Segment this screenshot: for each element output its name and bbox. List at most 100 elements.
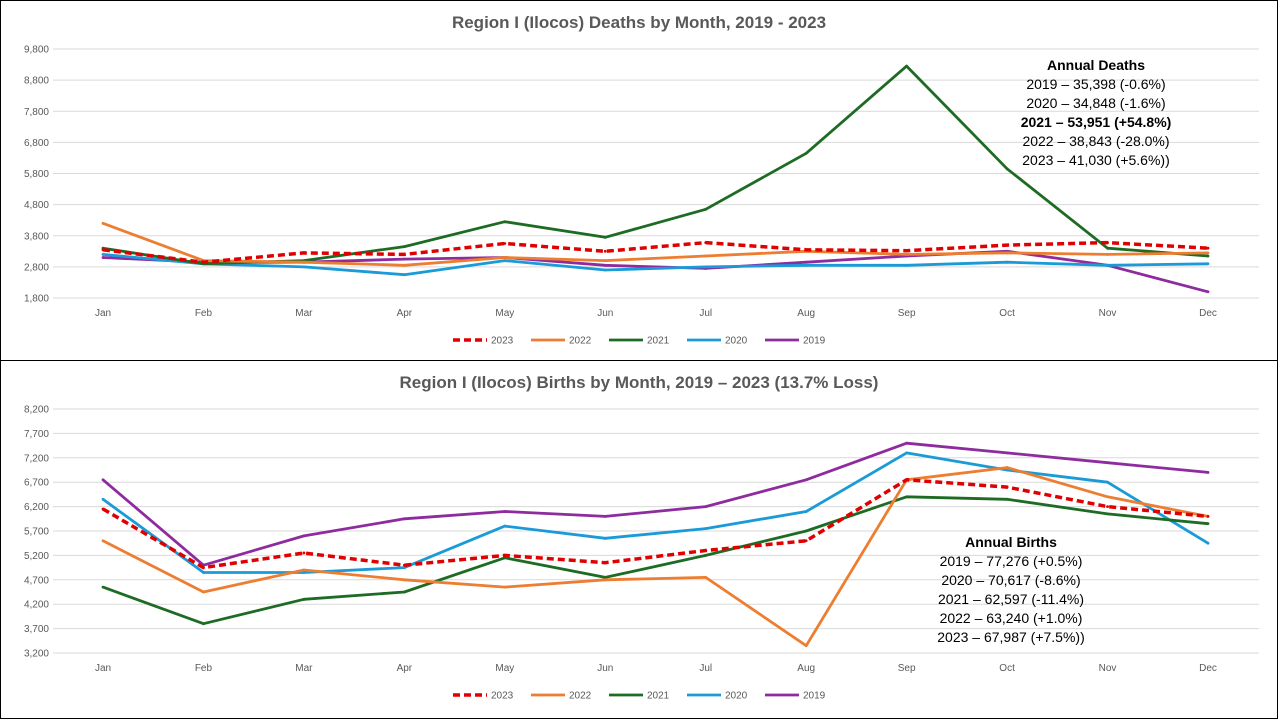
x-tick-label: Dec xyxy=(1199,663,1217,674)
x-tick-label: Dec xyxy=(1199,308,1217,319)
data-point xyxy=(402,590,406,594)
data-point xyxy=(1206,251,1210,255)
data-point xyxy=(1106,505,1109,508)
deaths-chart-plot: 1,800 2,800 3,800 4,800 5,800 6,800 7,800 8,800… xyxy=(24,45,1259,347)
annotation-line: 2020 – 70,617 (-8.6%) xyxy=(941,572,1081,588)
y-tick-label: 4,700 xyxy=(24,575,49,586)
legend-item-2023: 2023 xyxy=(453,691,514,702)
data-point xyxy=(704,575,708,579)
data-point xyxy=(202,566,205,569)
data-point xyxy=(503,510,507,513)
data-point xyxy=(905,64,909,68)
legend-label: 2019 xyxy=(803,336,826,347)
legend-label: 2020 xyxy=(725,691,748,702)
data-point xyxy=(704,549,708,552)
x-tick-label: Feb xyxy=(195,663,213,674)
data-point xyxy=(202,622,205,626)
data-point xyxy=(603,249,607,253)
x-tick-label: Jul xyxy=(699,663,712,674)
legend-label: 2022 xyxy=(569,691,592,702)
data-point xyxy=(402,253,406,256)
series-line-2023 xyxy=(102,240,1209,264)
legend-label: 2021 xyxy=(647,336,670,347)
series-line-2022 xyxy=(102,466,1209,648)
data-point xyxy=(402,245,406,249)
data-point xyxy=(804,260,808,264)
data-point xyxy=(1106,480,1109,484)
legend-item-2022: 2022 xyxy=(531,336,592,347)
data-point xyxy=(804,263,808,267)
data-point xyxy=(603,259,607,263)
data-point xyxy=(503,585,507,589)
annotation-header: Annual Deaths xyxy=(1046,57,1145,73)
legend-label: 2020 xyxy=(725,336,748,347)
data-point xyxy=(1106,512,1109,516)
x-tick-label: Jul xyxy=(699,308,712,319)
data-point xyxy=(302,260,306,264)
data-point xyxy=(704,241,708,244)
annotation-line: 2023 – 67,987 (+7.5%)) xyxy=(937,629,1085,645)
data-point xyxy=(804,539,808,543)
x-tick-label: Nov xyxy=(1099,663,1117,674)
y-tick-label: 3,700 xyxy=(24,624,49,635)
data-point xyxy=(603,561,607,565)
annotation-line: 2023 – 41,030 (+5.6%)) xyxy=(1022,152,1170,168)
y-tick-label: 6,200 xyxy=(24,502,49,513)
data-point xyxy=(101,221,105,225)
annual-deaths-annotation: Annual Deaths 2019 – 35,398 (-0.6%) 2020… xyxy=(991,56,1201,170)
data-point xyxy=(101,478,105,482)
data-point xyxy=(503,220,507,224)
data-point xyxy=(704,207,708,211)
x-tick-label: Mar xyxy=(295,663,313,674)
data-point xyxy=(101,539,105,543)
legend-item-2021: 2021 xyxy=(609,691,670,702)
y-tick-label: 4,200 xyxy=(24,600,49,611)
births-chart-plot: 3,200 3,700 4,200 4,700 5,200 5,700 6,200 6,700… xyxy=(24,405,1259,702)
y-tick-label: 8,800 xyxy=(24,76,49,87)
data-point xyxy=(804,644,808,648)
data-point xyxy=(1106,461,1109,465)
series-line-2022 xyxy=(102,221,1209,267)
data-point xyxy=(1206,262,1210,266)
data-point xyxy=(1106,246,1109,250)
x-tick-label: Sep xyxy=(898,308,916,319)
data-point xyxy=(1005,451,1009,455)
x-tick-label: Oct xyxy=(999,308,1015,319)
data-point xyxy=(804,510,808,513)
y-tick-label: 8,200 xyxy=(24,405,49,416)
data-point xyxy=(101,585,105,589)
legend-label: 2019 xyxy=(803,691,826,702)
y-tick-label: 7,700 xyxy=(24,429,49,440)
legend-item-2020: 2020 xyxy=(687,336,748,347)
y-tick-label: 3,200 xyxy=(24,649,49,660)
annotation-header: Annual Births xyxy=(965,534,1057,550)
data-point xyxy=(603,235,607,239)
data-point xyxy=(1005,260,1009,264)
y-tick-label: 2,800 xyxy=(24,262,49,273)
series-line-2020 xyxy=(102,253,1209,277)
data-point xyxy=(1005,485,1009,489)
births-chart-panel: Region I (Ilocos) Births by Month, 2019 … xyxy=(0,360,1278,719)
annotation-line: 2019 – 77,276 (+0.5%) xyxy=(939,553,1083,569)
data-point xyxy=(302,251,306,255)
series-line-2023 xyxy=(102,478,1209,570)
data-point xyxy=(905,495,909,499)
data-point xyxy=(101,256,105,259)
y-tick-label: 5,200 xyxy=(24,551,49,562)
data-point xyxy=(603,268,607,272)
data-point xyxy=(1206,522,1210,526)
legend-item-2019: 2019 xyxy=(765,336,826,347)
y-tick-label: 5,700 xyxy=(24,527,49,538)
data-point xyxy=(905,451,909,455)
legend-label: 2023 xyxy=(491,691,514,702)
data-point xyxy=(402,517,406,521)
data-point xyxy=(804,478,808,482)
data-point xyxy=(101,253,105,256)
data-point xyxy=(603,578,607,582)
data-point xyxy=(1106,241,1109,244)
data-point xyxy=(503,242,507,245)
x-tick-label: Aug xyxy=(797,663,815,674)
x-tick-label: Jun xyxy=(597,663,613,674)
annotation-line: 2020 – 34,848 (-1.6%) xyxy=(1026,95,1166,111)
annotation-line: 2021 – 62,597 (-11.4%) xyxy=(937,591,1085,607)
